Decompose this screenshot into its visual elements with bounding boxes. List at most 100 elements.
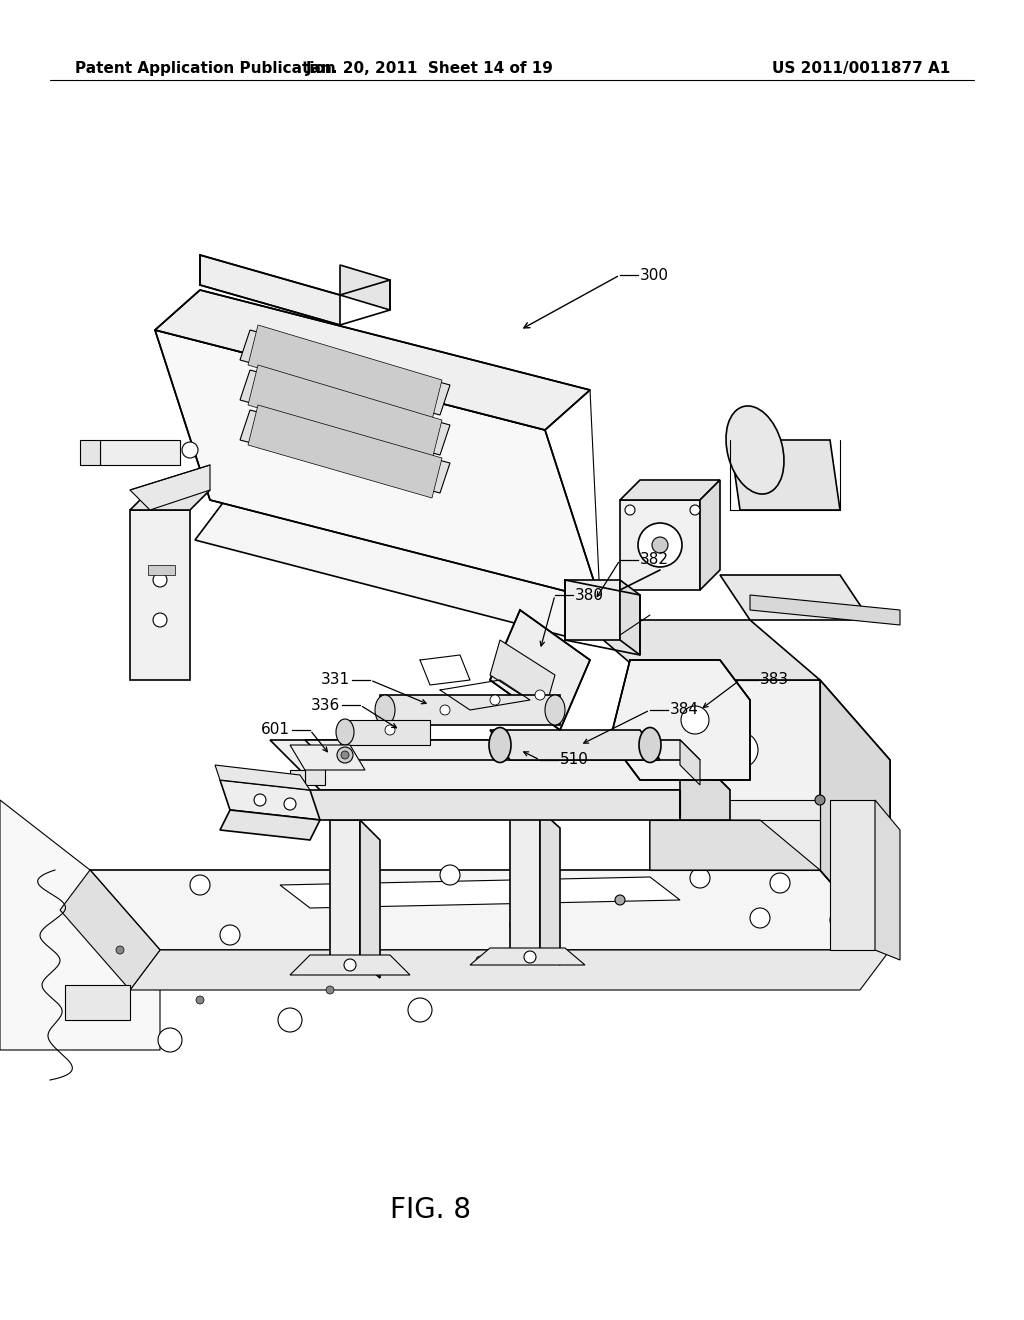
Polygon shape <box>380 696 560 725</box>
Circle shape <box>182 442 198 458</box>
Polygon shape <box>820 680 890 950</box>
Circle shape <box>220 925 240 945</box>
Text: FIG. 8: FIG. 8 <box>389 1196 470 1224</box>
Circle shape <box>815 795 825 805</box>
Polygon shape <box>220 810 319 840</box>
Ellipse shape <box>336 719 354 744</box>
Circle shape <box>254 795 266 807</box>
Polygon shape <box>248 405 442 498</box>
Circle shape <box>440 865 460 884</box>
Text: 380: 380 <box>575 587 604 602</box>
Circle shape <box>158 1028 182 1052</box>
Circle shape <box>638 523 682 568</box>
Circle shape <box>190 875 210 895</box>
Circle shape <box>408 998 432 1022</box>
Polygon shape <box>60 870 160 990</box>
Circle shape <box>326 986 334 994</box>
Text: 382: 382 <box>640 553 669 568</box>
Polygon shape <box>215 766 310 789</box>
Polygon shape <box>340 719 430 744</box>
Polygon shape <box>650 820 820 870</box>
Circle shape <box>116 946 124 954</box>
Text: Patent Application Publication: Patent Application Publication <box>75 61 336 75</box>
Polygon shape <box>80 440 100 465</box>
Polygon shape <box>730 440 840 510</box>
Polygon shape <box>65 985 130 1020</box>
Polygon shape <box>830 800 874 950</box>
Polygon shape <box>290 770 305 789</box>
Circle shape <box>722 733 758 768</box>
Circle shape <box>510 915 530 935</box>
Polygon shape <box>620 579 640 655</box>
Polygon shape <box>270 789 680 820</box>
Polygon shape <box>155 330 600 601</box>
Polygon shape <box>700 480 720 590</box>
Polygon shape <box>540 810 560 965</box>
Polygon shape <box>610 660 750 780</box>
Polygon shape <box>580 620 820 680</box>
Circle shape <box>490 696 500 705</box>
Polygon shape <box>248 366 442 459</box>
Polygon shape <box>280 876 680 908</box>
Circle shape <box>535 690 545 700</box>
Circle shape <box>345 900 355 909</box>
Polygon shape <box>490 640 555 710</box>
Polygon shape <box>490 610 590 730</box>
Circle shape <box>615 895 625 906</box>
Polygon shape <box>200 255 340 325</box>
Circle shape <box>625 506 635 515</box>
Polygon shape <box>490 730 660 760</box>
Polygon shape <box>650 800 820 870</box>
Polygon shape <box>720 576 870 620</box>
Polygon shape <box>650 680 890 950</box>
Circle shape <box>476 956 484 964</box>
Polygon shape <box>680 741 700 785</box>
Polygon shape <box>330 820 360 960</box>
Polygon shape <box>340 265 390 310</box>
Circle shape <box>652 537 668 553</box>
Text: US 2011/0011877 A1: US 2011/0011877 A1 <box>772 61 950 75</box>
Polygon shape <box>874 800 900 960</box>
Circle shape <box>196 997 204 1005</box>
Circle shape <box>681 706 709 734</box>
Circle shape <box>770 873 790 894</box>
Circle shape <box>341 751 349 759</box>
Circle shape <box>830 909 850 931</box>
Polygon shape <box>130 950 890 990</box>
Polygon shape <box>100 440 180 465</box>
Polygon shape <box>305 741 700 760</box>
Text: Jan. 20, 2011  Sheet 14 of 19: Jan. 20, 2011 Sheet 14 of 19 <box>306 61 554 75</box>
Circle shape <box>750 908 770 928</box>
Polygon shape <box>565 579 620 640</box>
Circle shape <box>690 869 710 888</box>
Circle shape <box>524 950 536 964</box>
Polygon shape <box>305 760 325 785</box>
Polygon shape <box>750 595 900 624</box>
Circle shape <box>153 573 167 587</box>
Ellipse shape <box>545 696 565 725</box>
Text: 383: 383 <box>760 672 790 688</box>
Polygon shape <box>240 330 450 414</box>
Polygon shape <box>240 370 450 455</box>
Polygon shape <box>90 870 890 950</box>
Polygon shape <box>680 741 730 820</box>
Ellipse shape <box>639 727 662 763</box>
Circle shape <box>153 612 167 627</box>
Text: 510: 510 <box>560 752 589 767</box>
Polygon shape <box>220 780 319 820</box>
Ellipse shape <box>375 696 395 725</box>
Polygon shape <box>248 325 442 420</box>
Circle shape <box>344 960 356 972</box>
Text: 601: 601 <box>261 722 290 738</box>
Text: 300: 300 <box>640 268 669 282</box>
Text: 384: 384 <box>670 702 699 718</box>
Polygon shape <box>130 510 190 680</box>
Text: 336: 336 <box>310 697 340 713</box>
Circle shape <box>440 705 450 715</box>
Polygon shape <box>148 565 175 576</box>
Ellipse shape <box>726 407 784 494</box>
Circle shape <box>385 725 395 735</box>
Ellipse shape <box>489 727 511 763</box>
Polygon shape <box>130 465 210 510</box>
Polygon shape <box>510 810 540 950</box>
